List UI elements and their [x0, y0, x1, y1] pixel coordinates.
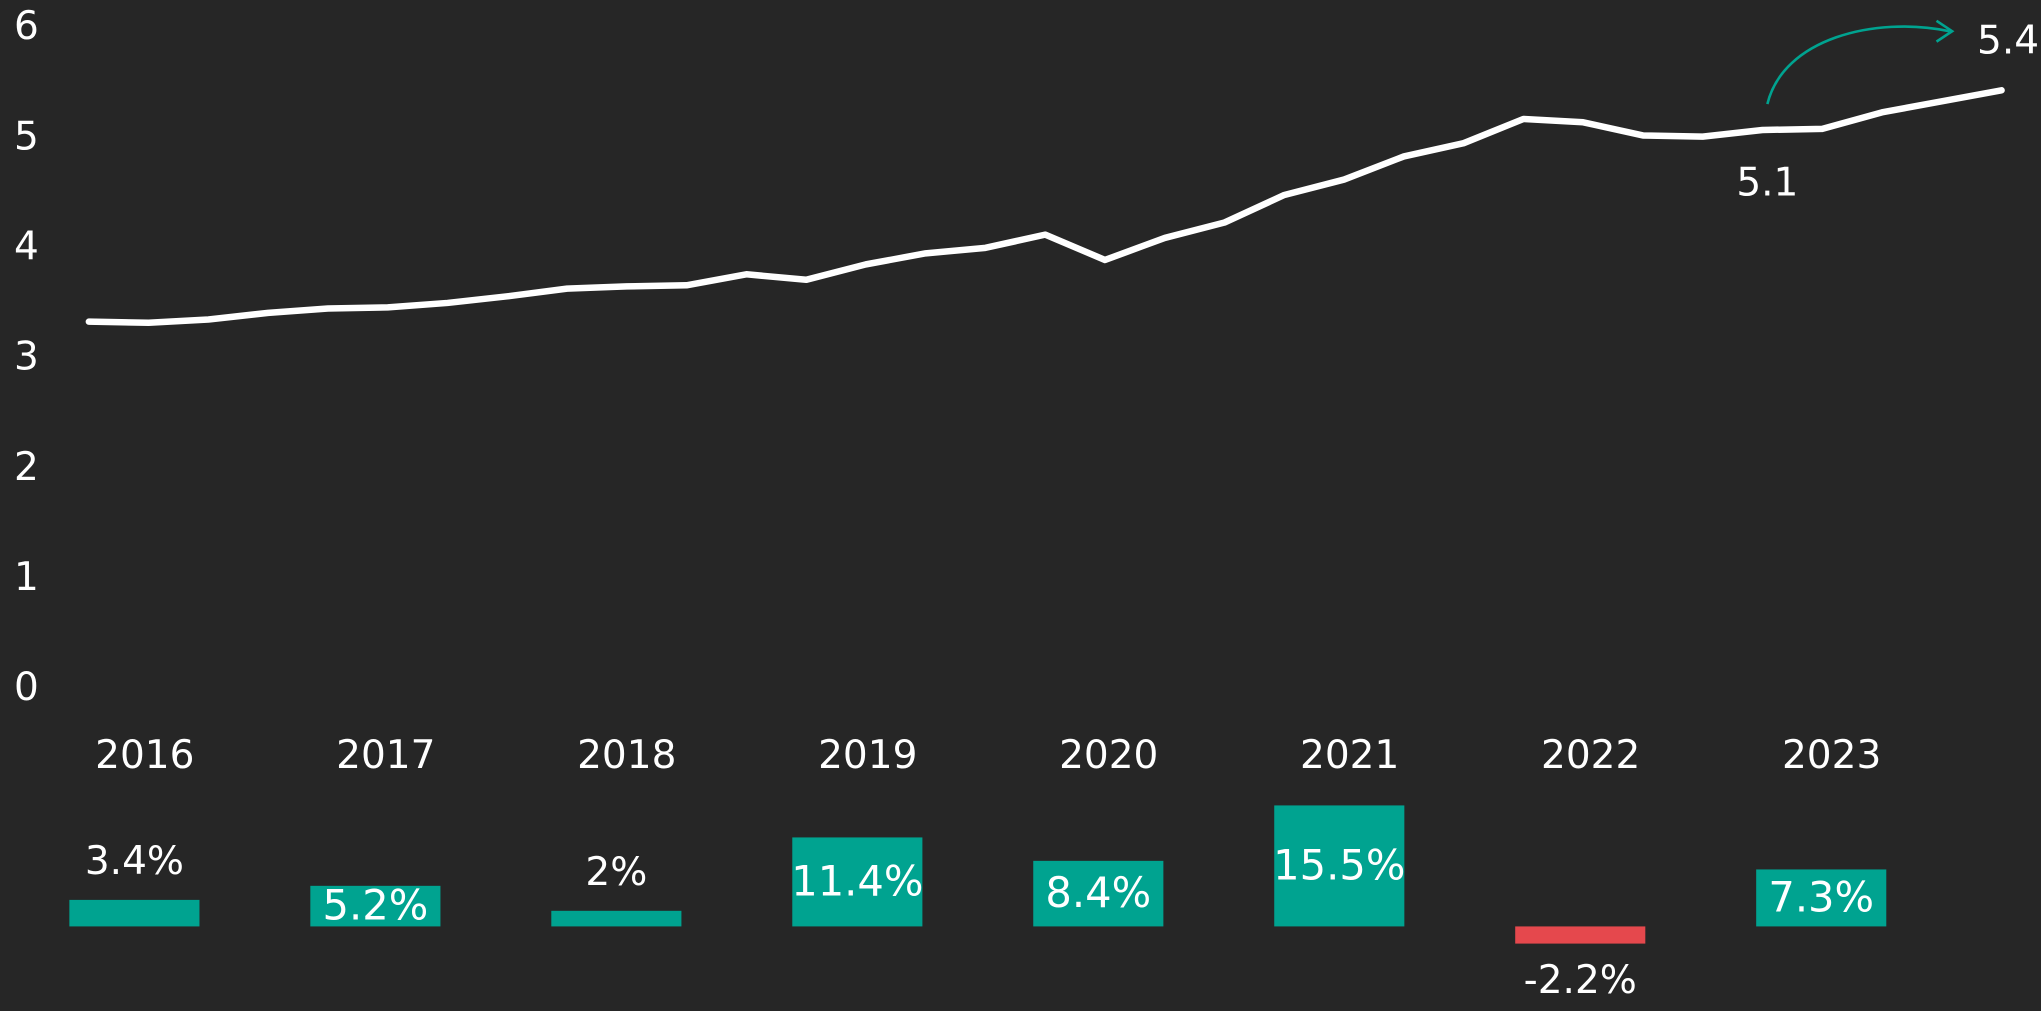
- bar: [1756, 869, 1887, 927]
- x-tick-label: 2018: [577, 733, 676, 778]
- line: [85, 87, 2005, 327]
- bar-label: -2.2%: [1524, 958, 1637, 1003]
- x-tick-label: 2017: [336, 733, 435, 778]
- y-tick-label: 3: [14, 335, 39, 380]
- bar-label: 2%: [585, 850, 647, 895]
- x-tick-label: 2023: [1782, 733, 1881, 778]
- x-tick-label: 2022: [1541, 733, 1640, 778]
- x-tick-label: 2019: [818, 733, 917, 778]
- annotation: 5.4: [1977, 18, 2039, 63]
- y-tick-label: 4: [14, 224, 39, 269]
- bar-label: 3.4%: [85, 839, 184, 884]
- annotation: 5.1: [1736, 160, 1798, 205]
- bar: [310, 885, 441, 927]
- bar-label: 5.2%: [323, 881, 429, 930]
- annotation-arrowhead: [1935, 19, 1955, 43]
- annotation-arrow: [1766, 25, 1950, 105]
- bar: [1033, 860, 1164, 927]
- bar-label: 15.5%: [1273, 841, 1405, 890]
- y-tick-label: 6: [14, 4, 39, 49]
- y-tick-label: 1: [14, 555, 39, 600]
- y-tick-label: 5: [14, 114, 39, 159]
- bar: [1515, 926, 1646, 944]
- x-tick-label: 2016: [95, 733, 194, 778]
- y-tick-label: 2: [14, 445, 39, 490]
- y-tick-label: 0: [14, 665, 39, 710]
- bar-label: 7.3%: [1768, 873, 1874, 922]
- bar: [792, 837, 923, 927]
- bar: [551, 910, 682, 927]
- x-tick-label: 2020: [1059, 733, 1158, 778]
- bar: [69, 899, 200, 927]
- bar-label: 11.4%: [791, 857, 923, 906]
- bar: [1274, 805, 1405, 927]
- x-tick-label: 2021: [1300, 733, 1399, 778]
- bar-label: 8.4%: [1045, 868, 1151, 917]
